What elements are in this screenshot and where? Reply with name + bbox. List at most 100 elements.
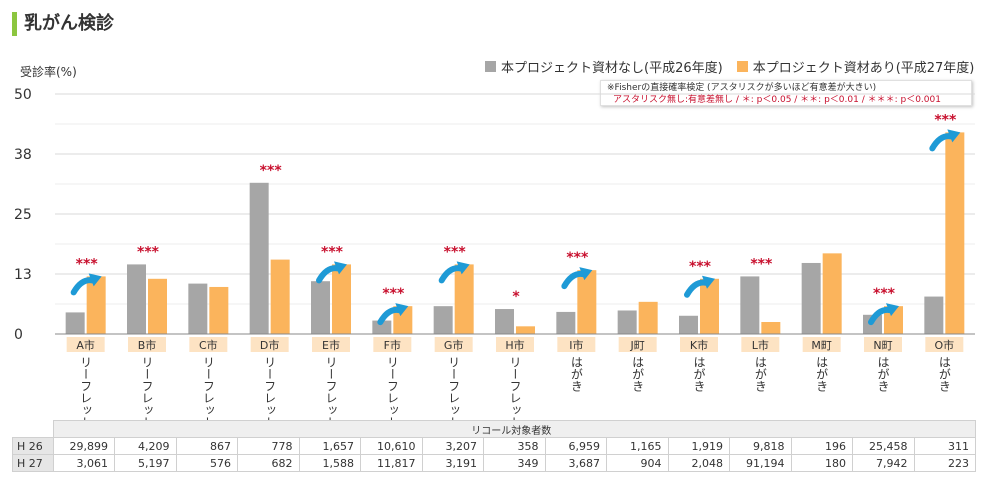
- category-label-bg: [864, 337, 902, 352]
- category-label: A市: [76, 338, 95, 352]
- arrow-head-icon: [334, 261, 347, 275]
- category-label-bg: [434, 337, 473, 352]
- bar-h27: [577, 270, 597, 334]
- table-cell: 1,165: [606, 437, 669, 455]
- table-caption-row: リコール対象者数: [12, 420, 976, 438]
- table-cell: 196: [790, 437, 853, 455]
- legend-item-h27: 本プロジェクト資材あり(平成27年度): [736, 57, 975, 76]
- table-cell: 29,899: [52, 437, 115, 455]
- table-cell: 3,207: [421, 437, 484, 455]
- table-cell: 6,959: [544, 437, 607, 455]
- material-label: リーフレット: [508, 356, 522, 420]
- table-cell: 10,610: [360, 437, 423, 455]
- table-cell: 576: [175, 454, 238, 472]
- significance-stars: ***: [382, 286, 405, 302]
- bar-h26: [372, 320, 392, 334]
- table-corner-cell: [12, 420, 54, 438]
- category-label: K市: [690, 338, 708, 352]
- note-line-2: アスタリスク無し:有意差無し / ＊: p＜0.05 / ＊＊: p＜0.01 …: [613, 95, 941, 105]
- category-label-bg: [802, 337, 841, 352]
- y-tick-label: 50: [14, 87, 32, 103]
- bar-h26: [127, 264, 146, 334]
- title-accent-bar: [12, 12, 17, 36]
- bar-h27: [822, 253, 842, 334]
- significance-stars: ***: [566, 250, 589, 266]
- arrow-head-icon: [886, 303, 899, 317]
- significance-stars: ***: [76, 256, 99, 272]
- legend-label-h26: 本プロジェクト資材なし(平成26年度): [501, 61, 723, 76]
- bar-h27: [209, 286, 229, 334]
- table-cell: 1,588: [298, 454, 361, 472]
- table-cell: 4,209: [114, 437, 177, 455]
- table-cell: 11,817: [360, 454, 423, 472]
- significance-note: ※Fisherの直接確率検定 (アスタリスクが多いほど有意差が大きい) アスタリ…: [600, 80, 972, 106]
- category-label: D市: [260, 338, 279, 352]
- legend-label-h27: 本プロジェクト資材あり(平成27年度): [752, 61, 975, 76]
- note-line-1: ※Fisherの直接確率検定 (アスタリスクが多いほど有意差が大きい): [607, 83, 877, 93]
- significance-stars: ***: [689, 259, 712, 275]
- bar-h26: [556, 311, 576, 334]
- table-row-label: H 26: [12, 437, 54, 455]
- category-label: G市: [444, 338, 464, 352]
- bar-h26: [188, 283, 208, 334]
- bar-h26: [311, 281, 330, 334]
- material-label: リーフレット: [385, 356, 399, 420]
- bar-h27: [454, 264, 474, 334]
- category-label-bg: [189, 337, 228, 352]
- category-label: L市: [752, 338, 769, 352]
- arrow-head-icon: [702, 275, 715, 289]
- category-label-bg: [128, 337, 166, 352]
- category-label: H市: [505, 338, 524, 352]
- bar-h26: [495, 309, 514, 334]
- y-tick-label: 0: [14, 327, 23, 343]
- increase-arrow-icon: [316, 265, 341, 284]
- bar-h27: [270, 259, 290, 334]
- significance-stars: ***: [750, 256, 773, 272]
- bar-h26: [740, 276, 760, 334]
- page-title: 乳がん検診: [24, 13, 114, 34]
- material-label: はがき: [631, 356, 645, 392]
- category-label: B市: [138, 338, 157, 352]
- category-label: J町: [630, 339, 645, 352]
- category-label-bg: [312, 337, 350, 352]
- table-cell: 311: [913, 437, 976, 455]
- significance-stars: ***: [321, 244, 344, 260]
- chart-legend: 本プロジェクト資材なし(平成26年度) 本プロジェクト資材あり(平成27年度): [485, 57, 974, 76]
- bar-h26: [65, 312, 85, 334]
- significance-stars: ***: [137, 244, 160, 260]
- increase-arrow-icon: [868, 306, 893, 326]
- category-label-bg: [741, 337, 780, 352]
- table-cell: 9,818: [729, 437, 792, 455]
- table-row: H 26 29,899 4,209 867 778 1,657 10,610 3,207 358…: [12, 437, 976, 455]
- significance-stars: ***: [934, 112, 957, 128]
- y-tick-label: 38: [14, 147, 32, 163]
- table-cell: 682: [237, 454, 300, 472]
- recall-table: リコール対象者数 H 26 29,899 4,209 867 778 1,657 10,61…: [12, 420, 976, 472]
- table-cell: 358: [483, 437, 546, 455]
- table-cell: 3,061: [52, 454, 115, 472]
- significance-stars: ***: [260, 163, 283, 179]
- table-cell: 1,657: [298, 437, 361, 455]
- table-cell: 91,194: [729, 454, 792, 472]
- material-label: はがき: [692, 356, 706, 392]
- table-cell: 5,197: [114, 454, 177, 472]
- table-cell: 349: [483, 454, 546, 472]
- table-cell: 7,942: [852, 454, 915, 472]
- bar-h27: [86, 276, 106, 334]
- category-label: I市: [569, 338, 583, 352]
- material-label: はがき: [569, 356, 583, 392]
- category-label-bg: [250, 337, 289, 352]
- category-label-bg: [925, 337, 964, 352]
- table-cell: 904: [606, 454, 669, 472]
- table-row-label: H 27: [12, 454, 54, 472]
- table-row: H 27 3,061 5,197 576 682 1,588 11,817 3,191 349 3…: [12, 454, 976, 472]
- bar-h27: [884, 306, 903, 334]
- bar-h27: [945, 132, 965, 334]
- y-tick-label: 25: [14, 207, 32, 223]
- table-caption: リコール対象者数: [52, 420, 976, 438]
- bar-h27: [516, 326, 535, 334]
- table-cell: 3,687: [544, 454, 607, 472]
- increase-arrow-icon: [70, 277, 96, 296]
- bar-h27: [393, 306, 413, 334]
